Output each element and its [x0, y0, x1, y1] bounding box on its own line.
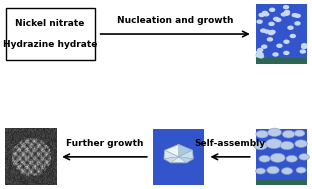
- Circle shape: [296, 167, 306, 173]
- Circle shape: [290, 35, 295, 38]
- Circle shape: [259, 13, 264, 16]
- Circle shape: [264, 13, 269, 16]
- Circle shape: [281, 168, 293, 174]
- Circle shape: [266, 139, 282, 149]
- Polygon shape: [178, 157, 193, 163]
- Circle shape: [285, 11, 290, 14]
- Circle shape: [284, 6, 289, 9]
- Circle shape: [256, 54, 261, 57]
- Circle shape: [284, 12, 289, 15]
- Circle shape: [302, 46, 307, 49]
- Circle shape: [270, 153, 285, 162]
- Circle shape: [262, 45, 267, 48]
- Circle shape: [265, 30, 270, 33]
- Circle shape: [270, 30, 275, 33]
- Circle shape: [254, 141, 267, 150]
- Circle shape: [273, 53, 278, 56]
- Circle shape: [284, 51, 289, 54]
- Circle shape: [294, 130, 305, 136]
- Circle shape: [288, 26, 293, 29]
- Circle shape: [270, 8, 275, 11]
- Circle shape: [295, 140, 307, 147]
- Circle shape: [256, 51, 261, 54]
- Text: Self-assembly: Self-assembly: [195, 139, 266, 148]
- Text: Nucleation and growth: Nucleation and growth: [117, 16, 233, 25]
- Circle shape: [268, 128, 281, 136]
- Circle shape: [292, 14, 297, 17]
- Circle shape: [295, 14, 300, 17]
- Circle shape: [262, 11, 267, 14]
- Polygon shape: [164, 150, 178, 159]
- Circle shape: [274, 17, 279, 20]
- Circle shape: [280, 141, 294, 150]
- Bar: [256, 58, 307, 64]
- Circle shape: [286, 155, 297, 162]
- Circle shape: [281, 13, 286, 16]
- Circle shape: [258, 49, 263, 52]
- Circle shape: [267, 38, 272, 41]
- Text: Nickel nitrate: Nickel nitrate: [15, 19, 85, 28]
- Circle shape: [267, 166, 279, 174]
- Text: Hydrazine hydrate: Hydrazine hydrate: [3, 40, 97, 49]
- Circle shape: [259, 155, 270, 162]
- Polygon shape: [164, 157, 178, 163]
- Circle shape: [261, 29, 266, 32]
- Bar: [256, 129, 307, 185]
- Circle shape: [259, 55, 264, 58]
- Bar: [6, 8, 95, 60]
- Circle shape: [300, 50, 305, 53]
- Polygon shape: [178, 150, 193, 159]
- Circle shape: [302, 44, 307, 47]
- Circle shape: [269, 32, 274, 35]
- Circle shape: [295, 22, 300, 25]
- Polygon shape: [164, 145, 193, 163]
- Polygon shape: [165, 145, 178, 157]
- Circle shape: [256, 168, 266, 174]
- Circle shape: [299, 154, 310, 160]
- Text: Further growth: Further growth: [66, 139, 143, 148]
- Bar: [153, 129, 204, 185]
- Bar: [256, 4, 307, 64]
- Bar: [256, 180, 307, 185]
- Circle shape: [277, 44, 282, 47]
- Circle shape: [284, 40, 289, 43]
- Circle shape: [258, 53, 263, 56]
- Circle shape: [256, 130, 268, 138]
- Circle shape: [282, 130, 295, 138]
- Polygon shape: [178, 145, 192, 157]
- Circle shape: [276, 19, 281, 22]
- Circle shape: [257, 20, 262, 23]
- Circle shape: [269, 22, 274, 25]
- Circle shape: [270, 31, 275, 34]
